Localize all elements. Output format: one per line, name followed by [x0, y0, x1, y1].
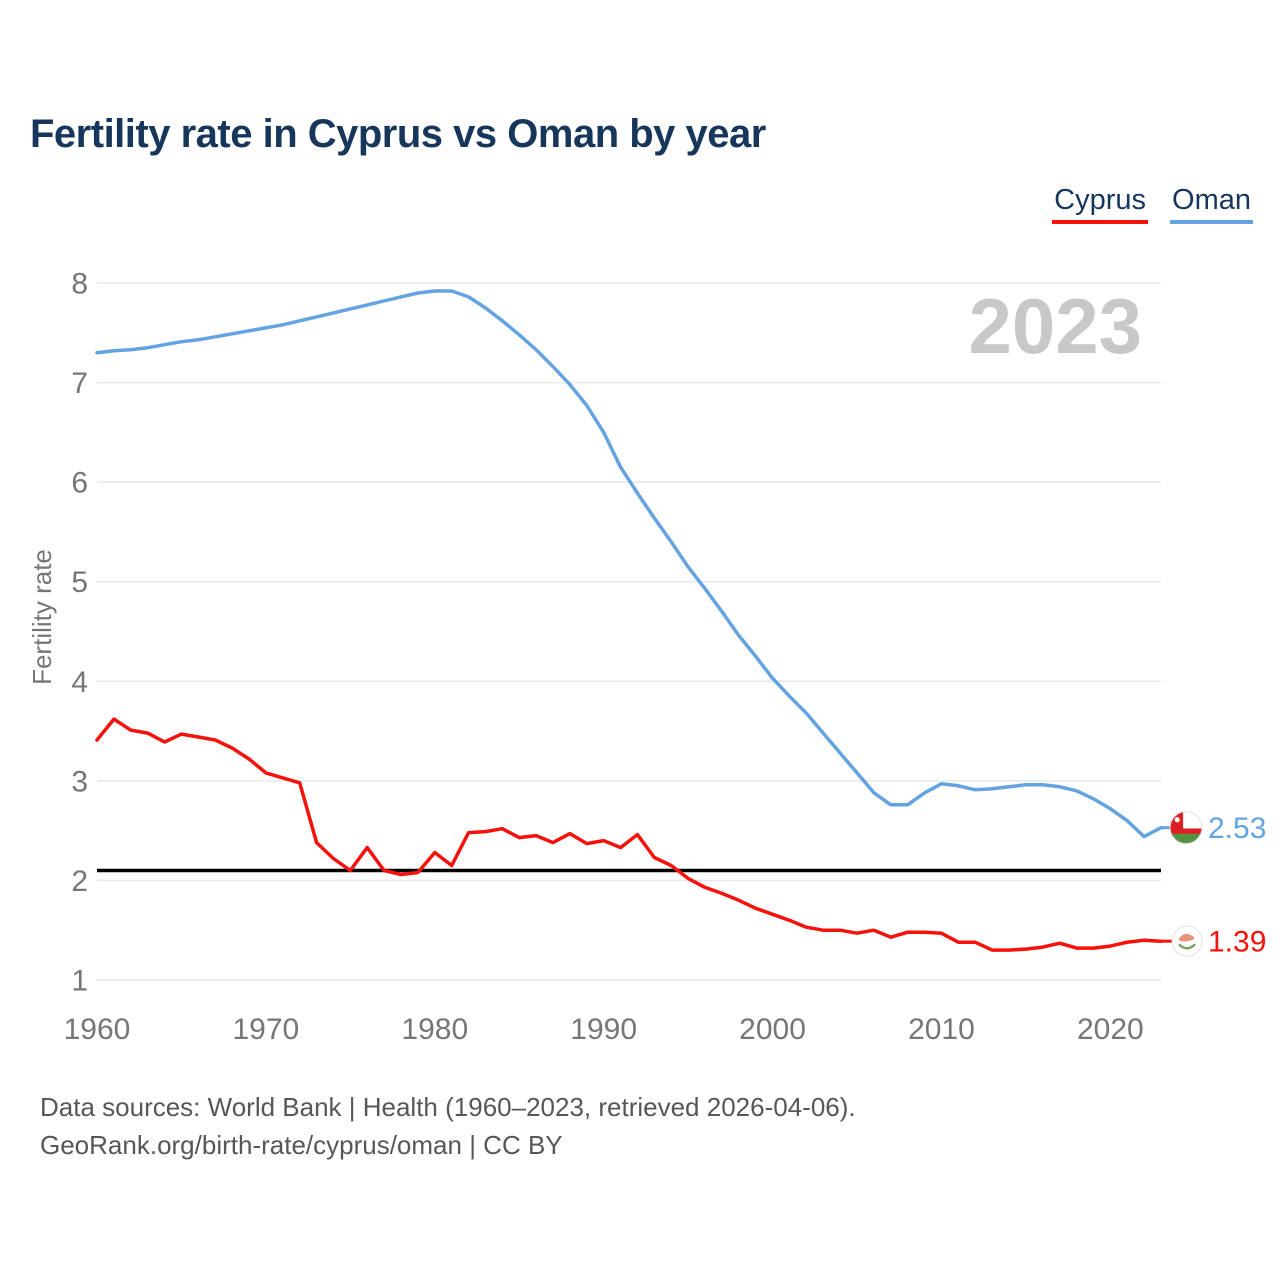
legend: Cyprus Oman: [1052, 184, 1253, 224]
x-tick-label-1970: 1970: [233, 1013, 300, 1046]
x-tick-label-1980: 1980: [401, 1013, 468, 1046]
x-tick-label-1960: 1960: [64, 1013, 131, 1046]
y-tick-label-6: 6: [71, 467, 88, 500]
end-value-label-oman: 2.53: [1208, 812, 1266, 845]
series-line-cyprus: [95, 717, 1163, 952]
footer-attribution: GeoRank.org/birth-rate/cyprus/oman | CC …: [40, 1130, 563, 1160]
y-tick-label-2: 2: [71, 865, 88, 898]
y-tick-label-3: 3: [71, 765, 88, 798]
footer-sources: Data sources: World Bank | Health (1960–…: [40, 1092, 856, 1122]
x-tick-label-2000: 2000: [739, 1013, 806, 1046]
x-tick-label-1990: 1990: [570, 1013, 637, 1046]
y-tick-label-8: 8: [71, 268, 88, 301]
y-tick-label-1: 1: [71, 965, 88, 998]
y-tick-label-4: 4: [71, 666, 88, 699]
end-value-label-cyprus: 1.39: [1208, 926, 1266, 959]
chart-title: Fertility rate in Cyprus vs Oman by year: [30, 112, 766, 156]
series-line-oman: [95, 289, 1163, 839]
legend-item-oman[interactable]: Oman: [1170, 184, 1253, 224]
oman-flag-icon: [1169, 811, 1203, 845]
y-tick-label-5: 5: [71, 566, 88, 599]
year-watermark: 2023: [968, 282, 1142, 370]
x-tick-label-2010: 2010: [908, 1013, 975, 1046]
cyprus-flag-icon: [1171, 925, 1203, 957]
y-tick-label-7: 7: [71, 367, 88, 400]
legend-item-cyprus[interactable]: Cyprus: [1052, 184, 1149, 224]
grid: 1 2 3 4 5 6 7 8 1960 1970 1980 1990 2000 2010 2020: [64, 268, 1161, 1046]
footer: Data sources: World Bank | Health (1960–…: [40, 1088, 856, 1164]
x-tick-label-2020: 2020: [1077, 1013, 1144, 1046]
